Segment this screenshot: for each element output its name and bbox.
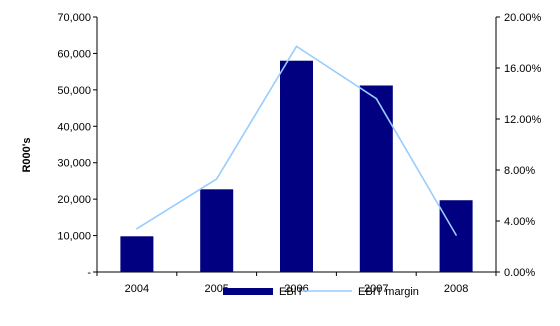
point-ebit-margin-2007 bbox=[375, 97, 378, 100]
x-tick-label: 2006 bbox=[284, 283, 308, 295]
point-ebit-margin-2004 bbox=[136, 227, 138, 230]
point-ebit-margin-2005 bbox=[215, 178, 218, 180]
left-axis-ticks: - 10,000 20,000 30,000 40,000 50,000 60,000 70,… bbox=[57, 12, 97, 279]
right-tick-label: 20.00% bbox=[504, 12, 542, 24]
x-tick-label: 2004 bbox=[125, 283, 149, 295]
left-tick-label: 40,000 bbox=[57, 121, 91, 133]
right-tick-label: 8.00% bbox=[504, 165, 535, 177]
x-tick-label: 2008 bbox=[444, 283, 468, 295]
y-axis-label: R000's bbox=[21, 137, 33, 172]
legend-label-ebit-margin: EBIT margin bbox=[358, 286, 419, 298]
x-tick-label: 2005 bbox=[204, 283, 228, 295]
line-series-ebit-margin bbox=[136, 45, 457, 236]
legend-swatch-ebit bbox=[223, 288, 273, 295]
bar-ebit-2006 bbox=[280, 60, 313, 272]
left-tick-label: 10,000 bbox=[57, 231, 91, 243]
right-tick-label: 0.00% bbox=[504, 267, 535, 279]
right-tick-label: 16.00% bbox=[504, 63, 542, 75]
right-tick-label: 4.00% bbox=[504, 216, 535, 228]
left-tick-label: 20,000 bbox=[57, 194, 91, 206]
right-tick-label: 12.00% bbox=[504, 114, 542, 126]
bar-ebit-2005 bbox=[200, 189, 234, 272]
left-tick-label: 70,000 bbox=[57, 12, 91, 24]
right-axis-ticks: 0.00% 4.00% 8.00% 12.00% 16.00% 20.00% bbox=[496, 12, 542, 279]
chart-legend: EBIT EBIT margin bbox=[223, 286, 419, 298]
point-ebit-margin-2006 bbox=[295, 45, 298, 48]
left-tick-label: 50,000 bbox=[57, 85, 91, 97]
legend-label-ebit: EBIT bbox=[279, 286, 304, 298]
left-tick-label: 30,000 bbox=[57, 158, 91, 170]
bar-ebit-2004 bbox=[120, 236, 154, 272]
bar-ebit-2008 bbox=[439, 200, 473, 272]
left-tick-label: - bbox=[87, 267, 91, 279]
bar-ebit-2007 bbox=[359, 85, 393, 272]
x-axis-ticks: 2004 2005 2006 2007 2008 bbox=[96, 272, 497, 295]
bar-series-ebit bbox=[120, 60, 473, 272]
x-tick-label: 2007 bbox=[364, 283, 388, 295]
left-tick-label: 60,000 bbox=[57, 48, 91, 60]
point-ebit-margin-2008 bbox=[455, 234, 457, 236]
